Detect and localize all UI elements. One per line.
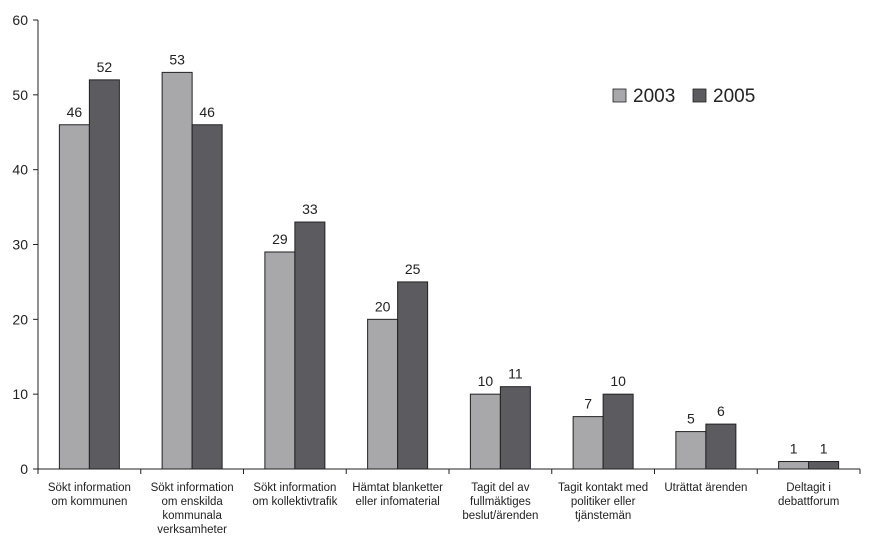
data-label-2005-7: 1	[820, 441, 828, 457]
data-label-2003-7: 1	[790, 441, 798, 457]
data-label-2003-3: 20	[375, 298, 391, 314]
y-tick-label: 30	[12, 237, 28, 253]
x-tick-label: Sökt information om kollektivtrafik	[252, 482, 337, 508]
bar-2003-1	[161, 71, 193, 470]
data-label-2005-0: 52	[97, 59, 113, 75]
x-tick-label: Uträttat ärenden	[664, 482, 747, 494]
x-tick-label: Hämtat blanketter eller infomaterial	[352, 482, 443, 508]
data-label-2003-2: 29	[272, 231, 288, 247]
y-tick-label: 60	[12, 12, 28, 28]
data-label-2005-4: 11	[508, 366, 523, 382]
bar-2005-2	[294, 221, 326, 470]
data-label-2005-1: 46	[199, 104, 215, 120]
data-label-2005-3: 25	[405, 261, 421, 277]
x-tick-label: Tagit del av fullmäktiges beslut/ärenden	[462, 482, 538, 522]
data-label-2003-4: 10	[478, 373, 494, 389]
bar-2005-6	[705, 423, 737, 470]
x-tick-label: Tagit kontakt med politiker eller tjänstem…	[558, 482, 648, 522]
bar-2003-4	[469, 393, 501, 470]
legend-label-2005: 2005	[713, 86, 755, 107]
bar-2003-5	[572, 416, 604, 470]
bar-2005-5	[602, 393, 634, 470]
bar-2005-4	[499, 386, 531, 470]
legend-swatch-2005	[692, 88, 707, 103]
bar-2003-7	[778, 461, 810, 470]
y-tick-label: 0	[20, 461, 28, 477]
bar-2005-7	[808, 461, 840, 470]
data-label-2003-5: 7	[584, 396, 592, 412]
y-tick-label: 20	[12, 311, 28, 327]
data-label-2003-0: 46	[67, 104, 83, 120]
bar-2003-3	[367, 318, 399, 470]
data-label-2005-6: 6	[717, 403, 725, 419]
data-label-2005-2: 33	[302, 201, 318, 217]
y-tick-label: 50	[12, 87, 28, 103]
bar-2005-0	[88, 79, 120, 470]
x-tick-label: Sökt information om kommunen	[48, 482, 131, 508]
data-label-2003-6: 5	[687, 411, 695, 427]
chart-data-labels: 46 53 29 20 10 7 5 1 52 46 33 25 11 10 6 1	[67, 51, 828, 456]
bar-2003-0	[58, 124, 90, 470]
chart-legend: 2003 2005	[612, 86, 755, 107]
y-tick-label: 40	[12, 162, 28, 178]
x-tick-label: Sökt information om enskilda kommunala verk…	[151, 482, 234, 536]
chart-axes: 0 10 20 30 40 50 60 Sökt information om kommunen…	[12, 12, 861, 536]
bar-2005-3	[397, 281, 429, 470]
chart-bars	[58, 71, 840, 470]
bar-2003-6	[675, 431, 707, 470]
bar-2005-1	[191, 124, 223, 470]
legend-label-2003: 2003	[633, 86, 675, 107]
data-label-2005-5: 10	[610, 373, 626, 389]
legend-swatch-2003	[612, 88, 627, 103]
bar-2003-2	[264, 251, 296, 470]
x-tick-label: Deltagit i debattforum	[778, 482, 839, 508]
y-tick-label: 10	[12, 386, 28, 402]
data-label-2003-1: 53	[169, 51, 185, 67]
